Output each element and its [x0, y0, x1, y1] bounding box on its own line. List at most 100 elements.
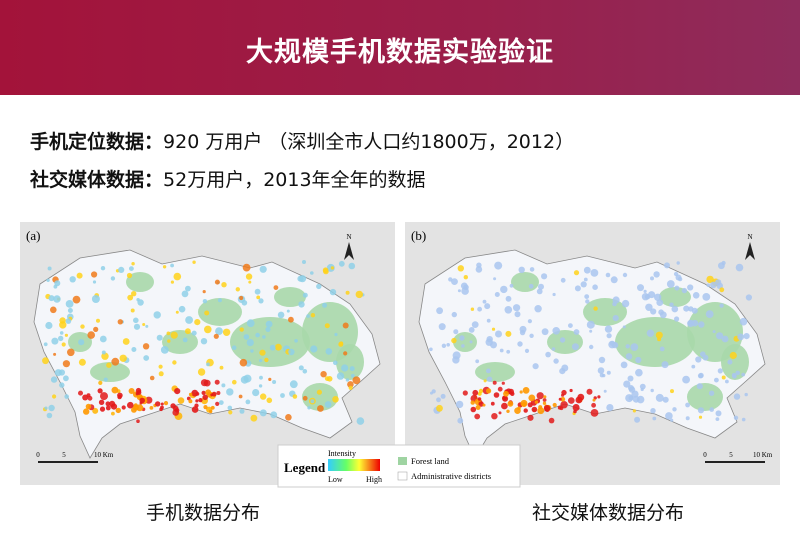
heat-dot — [269, 344, 276, 351]
heat-dot — [325, 348, 333, 355]
heat-dot — [634, 416, 641, 423]
heat-dot — [149, 406, 154, 410]
heat-dot — [106, 362, 112, 368]
map-panel: (b) N 0 5 10 Km — [405, 222, 780, 485]
heat-dot — [737, 333, 745, 341]
heat-dot — [128, 388, 135, 394]
heat-dot — [440, 393, 446, 399]
heat-dot — [610, 276, 618, 284]
north-label: N — [747, 233, 752, 241]
heat-dot — [655, 331, 663, 339]
heat-dot — [635, 368, 643, 377]
heat-dot — [98, 399, 105, 405]
heat-dot — [277, 311, 285, 319]
heat-dot — [683, 305, 690, 312]
heat-dot — [534, 305, 542, 313]
heat-dot — [45, 321, 53, 330]
heat-dot — [133, 323, 141, 330]
heat-dot — [240, 375, 249, 384]
heat-dot — [531, 406, 538, 413]
heat-dot — [560, 277, 566, 283]
heat-dot — [317, 405, 324, 412]
heat-dot — [507, 400, 514, 407]
heat-dot — [182, 337, 188, 343]
heat-dot — [698, 321, 705, 328]
heat-dot — [239, 358, 248, 367]
heat-dot — [105, 401, 111, 407]
heat-dot — [61, 342, 66, 347]
heat-dot — [677, 276, 683, 282]
heat-dot — [625, 344, 630, 349]
heat-dot — [577, 393, 585, 401]
heat-dot — [172, 360, 177, 365]
heat-dot — [226, 388, 234, 396]
heat-dot — [727, 359, 733, 365]
heat-dot — [741, 372, 746, 377]
heat-dot — [606, 333, 612, 339]
heat-dot — [67, 308, 73, 313]
heat-dot — [591, 402, 596, 408]
heat-dot — [625, 394, 634, 403]
heat-dot — [204, 325, 212, 334]
forest-patch — [274, 287, 306, 307]
heat-dot — [310, 345, 318, 353]
heat-dot — [356, 417, 365, 425]
heat-dot — [59, 382, 65, 388]
heat-dot — [681, 287, 688, 294]
heat-dot — [571, 343, 579, 351]
heat-dot — [429, 347, 433, 352]
heat-dot — [543, 395, 547, 399]
heat-dot — [604, 325, 613, 333]
heat-dot — [542, 401, 547, 405]
heat-dot — [430, 391, 433, 395]
heat-dot — [289, 380, 298, 389]
heat-dot — [670, 418, 674, 422]
heat-dot — [188, 392, 193, 397]
heat-dot — [58, 335, 64, 342]
heat-dot — [560, 401, 568, 409]
heat-dot — [59, 331, 64, 335]
heat-dot — [42, 357, 49, 365]
heat-dot — [597, 367, 605, 374]
heat-dot — [583, 266, 591, 274]
heat-dot — [43, 342, 48, 347]
heat-dot — [461, 344, 465, 348]
heat-dot — [666, 280, 675, 288]
heat-dot — [155, 401, 161, 407]
scale-label: 0 — [36, 451, 40, 459]
heat-dot — [630, 343, 639, 351]
heat-dot — [743, 333, 750, 340]
heat-dot — [275, 343, 282, 351]
heat-dot — [739, 317, 748, 326]
scale-label: 5 — [729, 451, 733, 459]
heat-dot — [243, 334, 250, 340]
heat-dot — [536, 392, 544, 400]
heat-dot — [127, 294, 134, 301]
heat-dot — [545, 351, 551, 358]
heat-dot — [316, 389, 322, 395]
heat-dot — [53, 352, 57, 356]
heat-dot — [54, 369, 62, 377]
heat-dot — [202, 394, 208, 401]
heat-dot — [486, 376, 493, 382]
heat-dot — [80, 324, 85, 329]
heat-dot — [259, 409, 267, 417]
heat-dot — [202, 299, 208, 304]
heat-dot — [470, 400, 475, 405]
heat-dot — [181, 290, 189, 298]
heat-dot — [100, 392, 108, 401]
heat-dot — [589, 344, 594, 350]
heat-dot — [656, 299, 664, 306]
heat-dot — [486, 318, 491, 323]
heat-dot — [133, 317, 139, 324]
heat-dot — [352, 376, 361, 385]
heat-dot — [87, 331, 95, 339]
heat-dot — [99, 406, 106, 412]
heat-dot — [63, 375, 69, 382]
heat-dot — [298, 301, 305, 308]
heat-dot — [714, 377, 719, 383]
heat-dot — [46, 278, 50, 282]
heat-dot — [639, 383, 646, 390]
heat-dot — [341, 364, 349, 372]
